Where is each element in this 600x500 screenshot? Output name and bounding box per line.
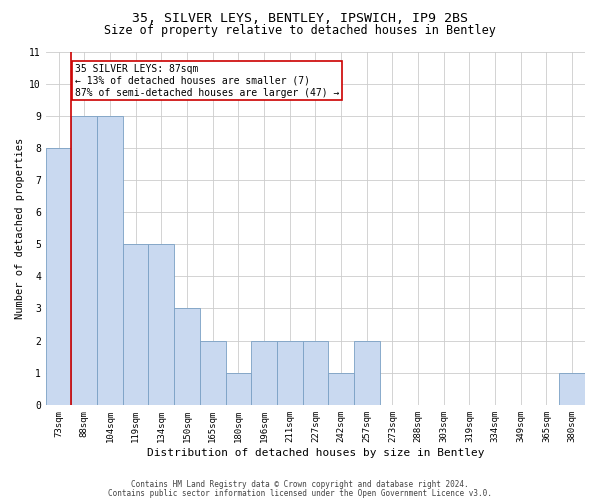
Bar xyxy=(123,244,148,405)
Bar xyxy=(354,340,380,405)
Bar xyxy=(559,372,585,405)
Bar xyxy=(302,340,328,405)
Bar xyxy=(226,372,251,405)
Text: 35, SILVER LEYS, BENTLEY, IPSWICH, IP9 2BS: 35, SILVER LEYS, BENTLEY, IPSWICH, IP9 2… xyxy=(132,12,468,26)
Bar xyxy=(174,308,200,405)
Bar xyxy=(71,116,97,405)
Bar xyxy=(277,340,302,405)
Text: Contains public sector information licensed under the Open Government Licence v3: Contains public sector information licen… xyxy=(108,488,492,498)
Text: Size of property relative to detached houses in Bentley: Size of property relative to detached ho… xyxy=(104,24,496,37)
Bar xyxy=(328,372,354,405)
Y-axis label: Number of detached properties: Number of detached properties xyxy=(15,138,25,319)
Bar xyxy=(148,244,174,405)
Bar xyxy=(46,148,71,405)
Text: 35 SILVER LEYS: 87sqm
← 13% of detached houses are smaller (7)
87% of semi-detac: 35 SILVER LEYS: 87sqm ← 13% of detached … xyxy=(74,64,339,98)
Text: Contains HM Land Registry data © Crown copyright and database right 2024.: Contains HM Land Registry data © Crown c… xyxy=(131,480,469,489)
Bar xyxy=(251,340,277,405)
Bar xyxy=(97,116,123,405)
X-axis label: Distribution of detached houses by size in Bentley: Distribution of detached houses by size … xyxy=(146,448,484,458)
Bar xyxy=(200,340,226,405)
